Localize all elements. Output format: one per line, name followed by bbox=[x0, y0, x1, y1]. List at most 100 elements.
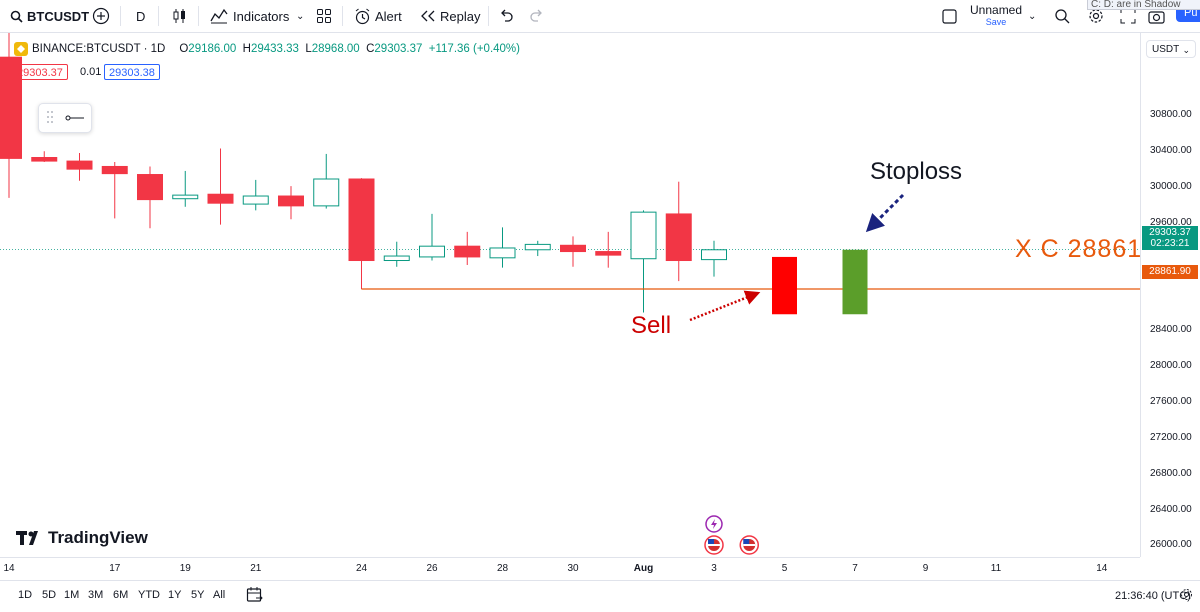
horizontal-line-price-label: 28861.90 bbox=[1142, 265, 1198, 279]
layouts-button[interactable] bbox=[316, 0, 332, 32]
stoploss-arrow-drawing[interactable] bbox=[865, 193, 905, 233]
candle-body bbox=[207, 193, 234, 204]
quick-search-icon bbox=[1054, 8, 1071, 25]
candle-body bbox=[66, 160, 93, 170]
search-icon bbox=[10, 10, 23, 23]
alert-button[interactable]: Alert bbox=[354, 0, 402, 32]
range-button-5y[interactable]: 5Y bbox=[191, 589, 205, 601]
open-value: 29186.00 bbox=[188, 43, 237, 55]
settings-button[interactable] bbox=[1088, 0, 1104, 32]
symbol-title: BINANCE:BTCUSDT · 1D bbox=[32, 43, 166, 55]
quick-search-button[interactable] bbox=[1054, 0, 1071, 32]
candle-body bbox=[242, 195, 269, 205]
calendar-icon bbox=[246, 586, 263, 603]
flag-canton bbox=[708, 539, 714, 544]
buy-price-button[interactable]: 29303.38 bbox=[104, 64, 160, 80]
candle-body bbox=[630, 211, 657, 260]
redo-icon bbox=[530, 9, 544, 23]
flag-stripe bbox=[708, 544, 720, 546]
symbol-search-button[interactable]: BTCUSDT bbox=[10, 0, 89, 32]
symbol-label: BTCUSDT bbox=[27, 8, 90, 24]
alarm-clock-icon bbox=[354, 8, 371, 25]
time-axis[interactable] bbox=[0, 557, 1140, 580]
time-tick-label: 11 bbox=[990, 563, 1002, 574]
bar-countdown: 02:23:21 bbox=[1150, 238, 1190, 249]
price-chart bbox=[0, 25, 1140, 555]
price-tick-label: 26400.00 bbox=[1150, 503, 1192, 515]
price-tick-label: 30000.00 bbox=[1150, 181, 1192, 193]
chevron-down-icon: ⌄ bbox=[1182, 45, 1190, 55]
candle-body bbox=[278, 195, 304, 207]
fullscreen-icon bbox=[1120, 8, 1136, 24]
candle-body bbox=[348, 178, 375, 262]
range-button-1y[interactable]: 1Y bbox=[168, 589, 182, 601]
candles-icon bbox=[172, 8, 188, 24]
sell-arrow-drawing[interactable] bbox=[689, 290, 761, 322]
interval-button[interactable]: D bbox=[136, 8, 146, 24]
exchange-logo-icon bbox=[14, 42, 28, 56]
layout-name: Unnamed bbox=[970, 3, 1023, 17]
symbol-legend: BINANCE:BTCUSDT · 1D O29186.00 H29433.33… bbox=[14, 42, 520, 56]
price-tick-label: 28400.00 bbox=[1150, 324, 1192, 336]
candle-body bbox=[137, 174, 163, 201]
candle-body bbox=[31, 157, 58, 162]
time-tick-label: 26 bbox=[426, 563, 438, 574]
range-button-5d[interactable]: 5D bbox=[42, 589, 57, 601]
chart-type-button[interactable] bbox=[172, 0, 188, 32]
level-annotation[interactable]: X C 28861 bbox=[1015, 235, 1143, 263]
candle-body bbox=[595, 251, 622, 256]
range-button-3m[interactable]: 3M bbox=[88, 589, 104, 601]
range-button-1d[interactable]: 1D bbox=[18, 589, 33, 601]
candle-body bbox=[419, 245, 445, 258]
snapshot-button[interactable] bbox=[1148, 0, 1165, 32]
toolbar-divider bbox=[198, 6, 199, 26]
high-value: 29433.33 bbox=[250, 43, 299, 55]
price-tick-label: 26000.00 bbox=[1150, 539, 1192, 551]
drawing-floating-toolbar[interactable] bbox=[38, 103, 92, 133]
currency-button[interactable]: USDT ⌄ bbox=[1146, 40, 1196, 58]
square-icon bbox=[942, 8, 957, 24]
price-tick-label: 27200.00 bbox=[1150, 431, 1192, 443]
chevron-down-icon: ⌄ bbox=[296, 10, 305, 22]
price-axis[interactable] bbox=[1140, 33, 1200, 557]
tradingview-logo[interactable]: TradingView bbox=[16, 528, 148, 548]
change-value: +117.36 (+0.40%) bbox=[428, 43, 520, 55]
undo-button[interactable] bbox=[499, 0, 513, 32]
alert-label: Alert bbox=[375, 8, 402, 24]
layout-name-button[interactable]: Unnamed Save bbox=[970, 3, 1023, 28]
range-button-6m[interactable]: 6M bbox=[113, 589, 129, 601]
stoploss-block-drawing[interactable] bbox=[842, 249, 868, 315]
line-style-icon[interactable] bbox=[65, 113, 85, 123]
grid-layout-icon bbox=[316, 8, 332, 24]
chart-settings-button[interactable] bbox=[1180, 588, 1193, 601]
price-tick-label: 30400.00 bbox=[1150, 145, 1192, 157]
replay-label: Replay bbox=[440, 8, 481, 24]
rewind-icon bbox=[420, 9, 436, 23]
candle-body bbox=[383, 255, 410, 262]
bottom-toolbar bbox=[0, 580, 1200, 612]
indicators-button[interactable]: Indicators bbox=[210, 0, 289, 32]
replay-button[interactable]: Replay bbox=[420, 0, 480, 32]
drag-handle-icon[interactable] bbox=[46, 110, 54, 124]
toolbar-divider bbox=[342, 6, 343, 26]
range-button-all[interactable]: All bbox=[213, 589, 226, 601]
time-tick-label: 14 bbox=[3, 563, 15, 574]
range-button-ytd[interactable]: YTD bbox=[138, 589, 160, 601]
sell-price-button[interactable]: 29303.37 bbox=[12, 64, 68, 80]
sell-block-drawing[interactable] bbox=[772, 256, 797, 315]
time-tick-label: 14 bbox=[1096, 563, 1108, 574]
layout-dropdown-button[interactable]: ⌄ bbox=[1028, 0, 1036, 32]
compare-add-button[interactable] bbox=[92, 0, 110, 32]
redo-button[interactable] bbox=[530, 0, 544, 32]
indicators-dropdown-button[interactable]: ⌄ bbox=[296, 0, 304, 32]
layout-select-checkbox[interactable] bbox=[942, 0, 957, 32]
sell-annotation[interactable]: Sell bbox=[631, 312, 672, 339]
chart-pane[interactable] bbox=[0, 25, 1140, 557]
last-price-value: 29303.37 bbox=[1149, 227, 1191, 238]
range-button-1m[interactable]: 1M bbox=[64, 589, 80, 601]
date-range-button[interactable] bbox=[246, 586, 263, 603]
price-tick-label: 30800.00 bbox=[1150, 109, 1192, 121]
undo-icon bbox=[499, 9, 513, 23]
stoploss-annotation[interactable]: Stoploss bbox=[870, 158, 963, 185]
timezone-clock[interactable]: 21:36:40 (UTC) bbox=[1115, 590, 1191, 602]
